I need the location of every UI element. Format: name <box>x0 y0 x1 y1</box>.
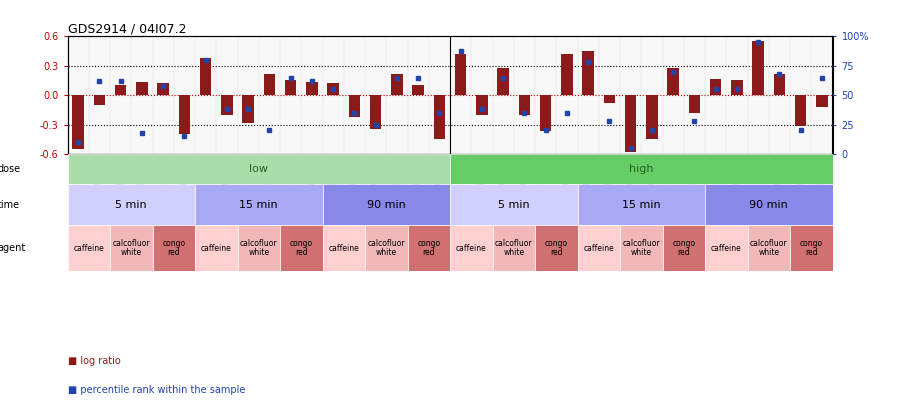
Bar <box>195 184 322 225</box>
Bar <box>450 184 578 225</box>
Text: 15 min: 15 min <box>622 200 661 209</box>
Bar <box>518 95 530 115</box>
Bar <box>238 225 280 271</box>
Bar <box>498 68 509 95</box>
Bar <box>578 225 620 271</box>
Text: congo
red: congo red <box>672 239 696 258</box>
Text: 5 min: 5 min <box>115 200 147 209</box>
Bar <box>280 225 322 271</box>
Bar <box>816 95 828 107</box>
Bar <box>68 184 195 225</box>
Bar <box>370 95 382 130</box>
Bar <box>710 79 722 95</box>
Bar <box>284 81 296 95</box>
Text: congo
red: congo red <box>290 239 313 258</box>
Bar <box>688 95 700 113</box>
Bar <box>152 225 195 271</box>
Text: ■ percentile rank within the sample: ■ percentile rank within the sample <box>68 385 245 395</box>
Text: 90 min: 90 min <box>750 200 788 209</box>
Bar <box>264 74 275 95</box>
Bar <box>68 225 110 271</box>
Bar <box>748 225 790 271</box>
Bar <box>454 54 466 95</box>
Bar <box>68 154 450 184</box>
Text: caffeine: caffeine <box>583 243 614 253</box>
Bar <box>412 85 424 95</box>
Text: calcofluor
white: calcofluor white <box>367 239 405 258</box>
Bar <box>476 95 488 115</box>
Bar <box>705 225 748 271</box>
Bar <box>72 95 84 149</box>
Bar <box>195 225 238 271</box>
Bar <box>408 225 450 271</box>
Text: calcofluor
white: calcofluor white <box>623 239 660 258</box>
Bar <box>178 95 190 134</box>
Bar <box>773 74 785 95</box>
Bar <box>705 184 832 225</box>
Bar <box>604 95 616 103</box>
Text: dose: dose <box>0 164 21 174</box>
Bar <box>328 83 339 95</box>
Bar <box>646 95 658 139</box>
Bar <box>434 95 446 139</box>
Bar <box>110 225 152 271</box>
Bar <box>136 83 148 95</box>
Bar <box>561 54 572 95</box>
Bar <box>790 225 833 271</box>
Bar <box>540 95 552 131</box>
Bar <box>200 58 212 95</box>
Bar <box>620 225 662 271</box>
Bar <box>667 68 679 95</box>
Bar <box>115 85 127 95</box>
Bar <box>582 51 594 95</box>
Text: congo
red: congo red <box>418 239 440 258</box>
Bar <box>348 95 360 117</box>
Bar <box>306 83 318 95</box>
Text: ■ log ratio: ■ log ratio <box>68 356 121 367</box>
Text: calcofluor
white: calcofluor white <box>495 239 533 258</box>
Text: GDS2914 / 04I07.2: GDS2914 / 04I07.2 <box>68 22 186 35</box>
Bar <box>578 184 705 225</box>
Text: 15 min: 15 min <box>239 200 278 209</box>
Bar <box>795 95 806 126</box>
Text: congo
red: congo red <box>800 239 823 258</box>
Text: caffeine: caffeine <box>711 243 742 253</box>
Text: low: low <box>249 164 268 174</box>
Bar <box>625 95 636 152</box>
Bar <box>94 95 105 105</box>
Bar <box>242 95 254 123</box>
Text: caffeine: caffeine <box>328 243 359 253</box>
Bar <box>662 225 705 271</box>
Text: caffeine: caffeine <box>74 243 104 253</box>
Bar <box>450 225 492 271</box>
Text: high: high <box>629 164 653 174</box>
Text: 90 min: 90 min <box>367 200 406 209</box>
Bar <box>158 83 169 95</box>
Text: congo
red: congo red <box>162 239 185 258</box>
Bar <box>752 41 764 95</box>
Bar <box>322 225 365 271</box>
Bar <box>221 95 233 115</box>
Text: caffeine: caffeine <box>456 243 487 253</box>
Text: calcofluor
white: calcofluor white <box>750 239 788 258</box>
Text: time: time <box>0 200 20 209</box>
Bar <box>322 184 450 225</box>
Bar <box>365 225 408 271</box>
Text: 5 min: 5 min <box>498 200 529 209</box>
Bar <box>492 225 535 271</box>
Bar <box>391 74 402 95</box>
Bar <box>731 81 742 95</box>
Text: calcofluor
white: calcofluor white <box>112 239 150 258</box>
Bar <box>450 154 832 184</box>
Text: congo
red: congo red <box>544 239 568 258</box>
Text: agent: agent <box>0 243 25 253</box>
Text: caffeine: caffeine <box>201 243 231 253</box>
Bar <box>535 225 578 271</box>
Text: calcofluor
white: calcofluor white <box>240 239 277 258</box>
